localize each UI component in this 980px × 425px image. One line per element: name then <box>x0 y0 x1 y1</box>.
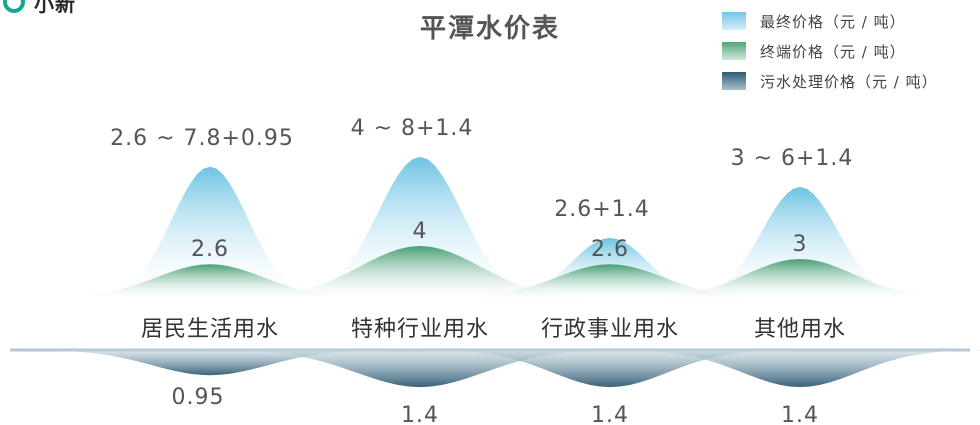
category-label: 其他用水 <box>754 317 846 342</box>
category-label: 特种行业用水 <box>351 317 489 342</box>
terminal-price-label: 2.6 <box>591 237 629 262</box>
terminal-price-label: 3 <box>793 232 808 257</box>
sewage-price-series <box>0 348 980 388</box>
terminal-price-peak <box>573 259 980 298</box>
terminal-price-peak <box>168 246 672 298</box>
sewage-price-valley <box>368 350 852 388</box>
legend-swatch-sewage <box>722 72 746 90</box>
sewage-price-valley <box>558 350 980 388</box>
final-price-peak <box>641 187 959 298</box>
legend-swatch-final <box>722 12 746 30</box>
category-label: 行政事业用水 <box>541 317 679 342</box>
terminal-price-label: 2.6 <box>191 237 229 262</box>
chart-title: 平潭水价表 <box>419 14 560 44</box>
legend-label-sewage: 污水处理价格（元 / 吨） <box>760 72 938 91</box>
chart-legend: 最终价格（元 / 吨） 终端价格（元 / 吨） 污水处理价格（元 / 吨） <box>722 6 938 96</box>
sewage-price-valley <box>151 350 689 388</box>
logo-text: 小新 <box>34 0 76 16</box>
legend-swatch-terminal <box>722 42 746 60</box>
sewage-price-label: 1.4 <box>401 403 439 425</box>
final-price-peak <box>51 166 369 298</box>
terminal-price-label: 4 <box>413 219 428 244</box>
legend-item-final[interactable]: 最终价格（元 / 吨） <box>722 6 938 36</box>
final-price-peak <box>243 157 597 298</box>
legend-label-terminal: 终端价格（元 / 吨） <box>760 42 906 61</box>
sewage-price-label: 1.4 <box>781 403 819 425</box>
category-label: 居民生活用水 <box>141 317 279 342</box>
legend-item-sewage[interactable]: 污水处理价格（元 / 吨） <box>722 66 938 96</box>
sewage-price-label: 1.4 <box>591 403 629 425</box>
sewage-price-valley <box>0 350 452 376</box>
terminal-price-peak <box>383 264 837 298</box>
final-price-label: 2.6+1.4 <box>554 197 649 222</box>
brand-logo: 小新 <box>2 0 76 16</box>
terminal-price-peak <box>0 264 437 298</box>
legend-label-final: 最终价格（元 / 吨） <box>760 12 906 31</box>
sewage-price-label: 0.95 <box>172 385 225 410</box>
chart-labels: 2.6 ~ 7.8+0.95 2.6 居民生活用水 0.95 4 ~ 8+1.4 4 特种行… <box>110 116 854 425</box>
final-price-label: 3 ~ 6+1.4 <box>731 146 854 171</box>
final-price-label: 2.6 ~ 7.8+0.95 <box>110 126 294 151</box>
terminal-price-series <box>0 246 980 298</box>
logo-ring-icon <box>3 0 25 13</box>
legend-item-terminal[interactable]: 终端价格（元 / 吨） <box>722 36 938 66</box>
final-price-label: 4 ~ 8+1.4 <box>351 116 474 141</box>
